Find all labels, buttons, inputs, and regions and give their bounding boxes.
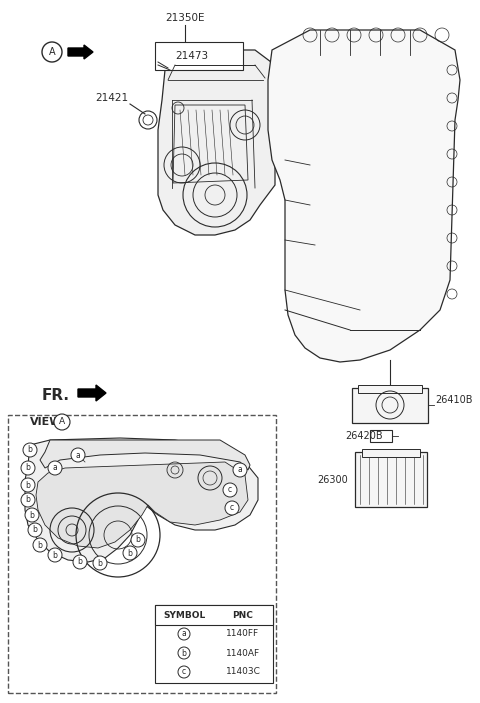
Text: 21350E: 21350E (165, 13, 205, 23)
Circle shape (42, 42, 62, 62)
Circle shape (93, 556, 107, 570)
Circle shape (73, 555, 87, 569)
Bar (155, 605, 273, 683)
Circle shape (21, 478, 35, 492)
Bar (352, 388, 428, 423)
Text: b: b (33, 526, 37, 534)
Text: b: b (37, 541, 42, 550)
Text: FR.: FR. (42, 387, 70, 403)
Circle shape (178, 628, 190, 640)
Text: b: b (25, 463, 30, 472)
Polygon shape (158, 50, 275, 235)
Text: b: b (53, 550, 58, 560)
Text: b: b (181, 648, 186, 657)
Text: 26410B: 26410B (435, 395, 472, 405)
Circle shape (33, 538, 47, 552)
Text: b: b (78, 557, 83, 567)
Bar (355, 452, 427, 507)
Text: A: A (48, 47, 55, 57)
Text: PNC: PNC (233, 610, 253, 619)
Circle shape (131, 533, 145, 547)
Bar (8, 415, 276, 693)
Text: a: a (76, 451, 80, 460)
Text: a: a (53, 463, 58, 472)
Polygon shape (78, 385, 106, 401)
Circle shape (123, 546, 137, 560)
Text: a: a (238, 465, 242, 475)
Circle shape (225, 501, 239, 515)
Text: b: b (27, 446, 33, 455)
Bar (155, 605, 273, 625)
Text: A: A (59, 418, 65, 427)
Polygon shape (36, 462, 248, 548)
Text: c: c (230, 503, 234, 512)
Circle shape (223, 483, 237, 497)
Bar (370, 430, 392, 442)
Circle shape (48, 461, 62, 475)
Circle shape (28, 523, 42, 537)
Text: b: b (128, 548, 132, 557)
Text: 26300: 26300 (317, 475, 348, 485)
Circle shape (178, 666, 190, 678)
Circle shape (25, 508, 39, 522)
Circle shape (54, 414, 70, 430)
Polygon shape (25, 438, 258, 562)
Text: 11403C: 11403C (226, 668, 261, 676)
Circle shape (21, 493, 35, 507)
Circle shape (23, 443, 37, 457)
Circle shape (48, 548, 62, 562)
Text: b: b (30, 510, 35, 520)
Polygon shape (68, 45, 93, 59)
Text: 21421: 21421 (96, 93, 129, 103)
Text: c: c (182, 668, 186, 676)
Circle shape (178, 647, 190, 659)
Polygon shape (268, 30, 460, 362)
Bar (362, 449, 420, 457)
Text: SYMBOL: SYMBOL (163, 610, 205, 619)
Text: 1140AF: 1140AF (226, 648, 260, 657)
Text: VIEW: VIEW (30, 417, 62, 427)
Circle shape (233, 463, 247, 477)
Text: b: b (25, 480, 30, 489)
Circle shape (71, 448, 85, 462)
Polygon shape (40, 440, 250, 470)
Bar (358, 385, 422, 393)
Circle shape (21, 461, 35, 475)
Text: c: c (228, 486, 232, 494)
Text: 26420B: 26420B (345, 431, 383, 441)
Text: 1140FF: 1140FF (227, 629, 260, 638)
Text: b: b (25, 496, 30, 505)
Text: a: a (181, 629, 186, 638)
Bar (155, 42, 243, 70)
Text: b: b (97, 558, 102, 567)
Text: 21473: 21473 (175, 51, 209, 61)
Text: b: b (135, 536, 141, 545)
